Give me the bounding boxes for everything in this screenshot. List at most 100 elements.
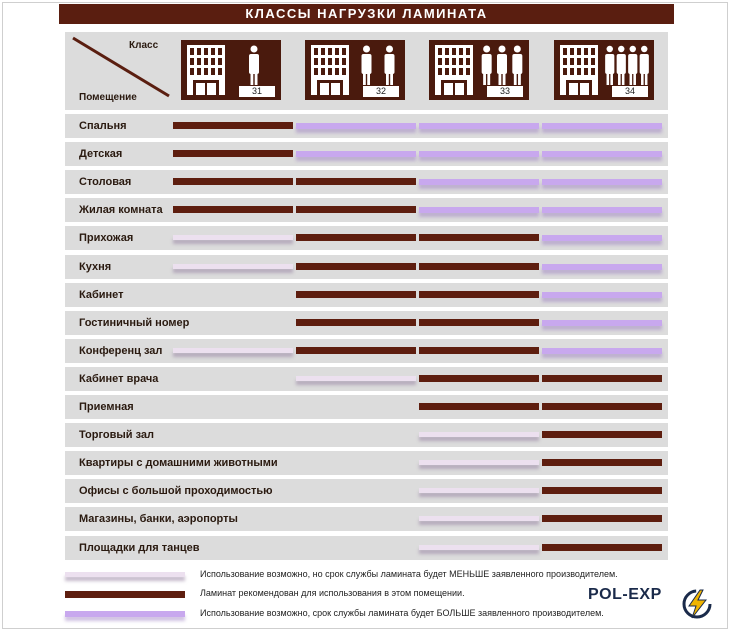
level-bar-brown — [296, 346, 416, 354]
level-bar-brown — [542, 403, 662, 410]
page-title: КЛАССЫ НАГРУЗКИ ЛАМИНАТА — [59, 4, 674, 24]
level-bar-pink — [296, 375, 416, 381]
room-name: Спальня — [79, 120, 127, 132]
level-bar-pink — [419, 516, 539, 522]
level-bar-pink — [419, 544, 539, 550]
table-row: Столовая — [65, 170, 668, 195]
table-row: Кухня — [65, 254, 668, 279]
table-row: Офисы с большой проходимостью — [65, 479, 668, 504]
level-bar-brown — [542, 487, 662, 495]
room-name: Квартиры с домашними животными — [79, 457, 278, 470]
table-row: Приемная — [65, 395, 668, 419]
room-name: Столовая — [79, 176, 132, 189]
table-row: Гостиничный номер — [65, 310, 668, 335]
level-bar-pink — [173, 263, 293, 269]
room-name: Магазины, банки, аэропорты — [79, 513, 238, 526]
level-bar-brown — [419, 374, 539, 382]
room-name: Офисы с большой проходимостью — [79, 485, 273, 498]
lightning-logo-icon — [682, 589, 712, 619]
level-bar-violet — [542, 235, 662, 242]
class-33-icon: 33 — [429, 40, 529, 100]
table-header: Класс Помещение 31 32 33 34 — [65, 32, 668, 110]
room-name: Приемная — [79, 401, 134, 413]
level-bar-violet — [419, 179, 539, 186]
level-bar-violet — [542, 179, 662, 186]
level-bar-brown — [296, 206, 416, 214]
legend-swatch-violet — [65, 611, 185, 617]
level-bar-brown — [296, 234, 416, 242]
level-bar-violet — [542, 319, 662, 326]
level-bar-brown — [542, 459, 662, 467]
level-bar-brown — [419, 403, 539, 410]
level-bar-brown — [542, 543, 662, 551]
table-row: Магазины, банки, аэропорты — [65, 507, 668, 532]
level-bar-violet — [419, 123, 539, 129]
legend-text: Использование возможно, срок службы лами… — [200, 608, 604, 618]
level-bar-brown — [296, 262, 416, 270]
class-column-label: Класс — [129, 40, 159, 51]
level-bar-violet — [542, 151, 662, 158]
level-bar-violet — [542, 207, 662, 214]
class-32-icon: 32 — [305, 40, 405, 100]
table-row: Детская — [65, 142, 668, 167]
diagonal-divider — [72, 36, 170, 98]
level-bar-violet — [542, 123, 662, 129]
room-name: Прихожая — [79, 232, 134, 245]
table-row: Площадки для танцев — [65, 535, 668, 560]
legend-swatch-brown — [65, 591, 185, 598]
level-bar-brown — [542, 431, 662, 439]
level-bar-brown — [296, 318, 416, 326]
room-name: Кабинет врача — [79, 372, 159, 385]
legend-text: Использование возможно, но срок службы л… — [200, 569, 618, 579]
room-name: Торговый зал — [79, 429, 155, 442]
pol-exp-logo-text: POL-EXP — [588, 586, 662, 603]
room-name: Кабинет — [79, 288, 124, 301]
table-row: Прихожая — [65, 226, 668, 251]
room-name: Жилая комната — [79, 204, 163, 217]
class-number-label: 31 — [239, 86, 275, 97]
level-bar-violet — [542, 263, 662, 270]
level-bar-brown — [542, 515, 662, 523]
room-name: Гостиничный номер — [79, 316, 190, 329]
level-bar-pink — [173, 347, 293, 353]
level-bar-brown — [542, 374, 662, 382]
level-bar-brown — [419, 290, 539, 298]
table-row: Кабинет — [65, 282, 668, 307]
level-bar-violet — [296, 123, 416, 129]
level-bar-brown — [419, 318, 539, 326]
level-bar-violet — [542, 291, 662, 298]
class-34-icon: 34 — [554, 40, 654, 100]
level-bar-pink — [173, 235, 293, 241]
level-bar-brown — [296, 290, 416, 298]
level-bar-violet — [419, 207, 539, 214]
table-row: Кабинет врача — [65, 366, 668, 391]
room-name: Конференц зал — [79, 344, 163, 357]
room-name: Детская — [79, 148, 123, 161]
level-bar-brown — [173, 178, 293, 186]
table-row: Квартиры с домашними животными — [65, 451, 668, 476]
class-number-label: 34 — [612, 86, 648, 97]
table-row: Жилая комната — [65, 198, 668, 223]
table-row: Конференц зал — [65, 338, 668, 363]
level-bar-pink — [419, 460, 539, 466]
level-bar-violet — [419, 151, 539, 158]
legend-swatch-pink — [65, 572, 185, 577]
level-bar-brown — [173, 150, 293, 158]
level-bar-brown — [419, 234, 539, 242]
class-number-label: 33 — [487, 86, 523, 97]
level-bar-brown — [173, 206, 293, 214]
room-name: Площадки для танцев — [79, 541, 200, 554]
level-bar-violet — [542, 347, 662, 354]
level-bar-brown — [173, 122, 293, 129]
level-bar-brown — [419, 346, 539, 354]
room-name: Кухня — [79, 260, 112, 273]
table-row: Торговый зал — [65, 423, 668, 448]
level-bar-pink — [419, 432, 539, 438]
table-row: Спальня — [65, 114, 668, 138]
level-bar-brown — [419, 262, 539, 270]
class-31-icon: 31 — [181, 40, 281, 100]
level-bar-brown — [296, 178, 416, 186]
level-bar-pink — [419, 488, 539, 494]
level-bar-violet — [296, 151, 416, 158]
